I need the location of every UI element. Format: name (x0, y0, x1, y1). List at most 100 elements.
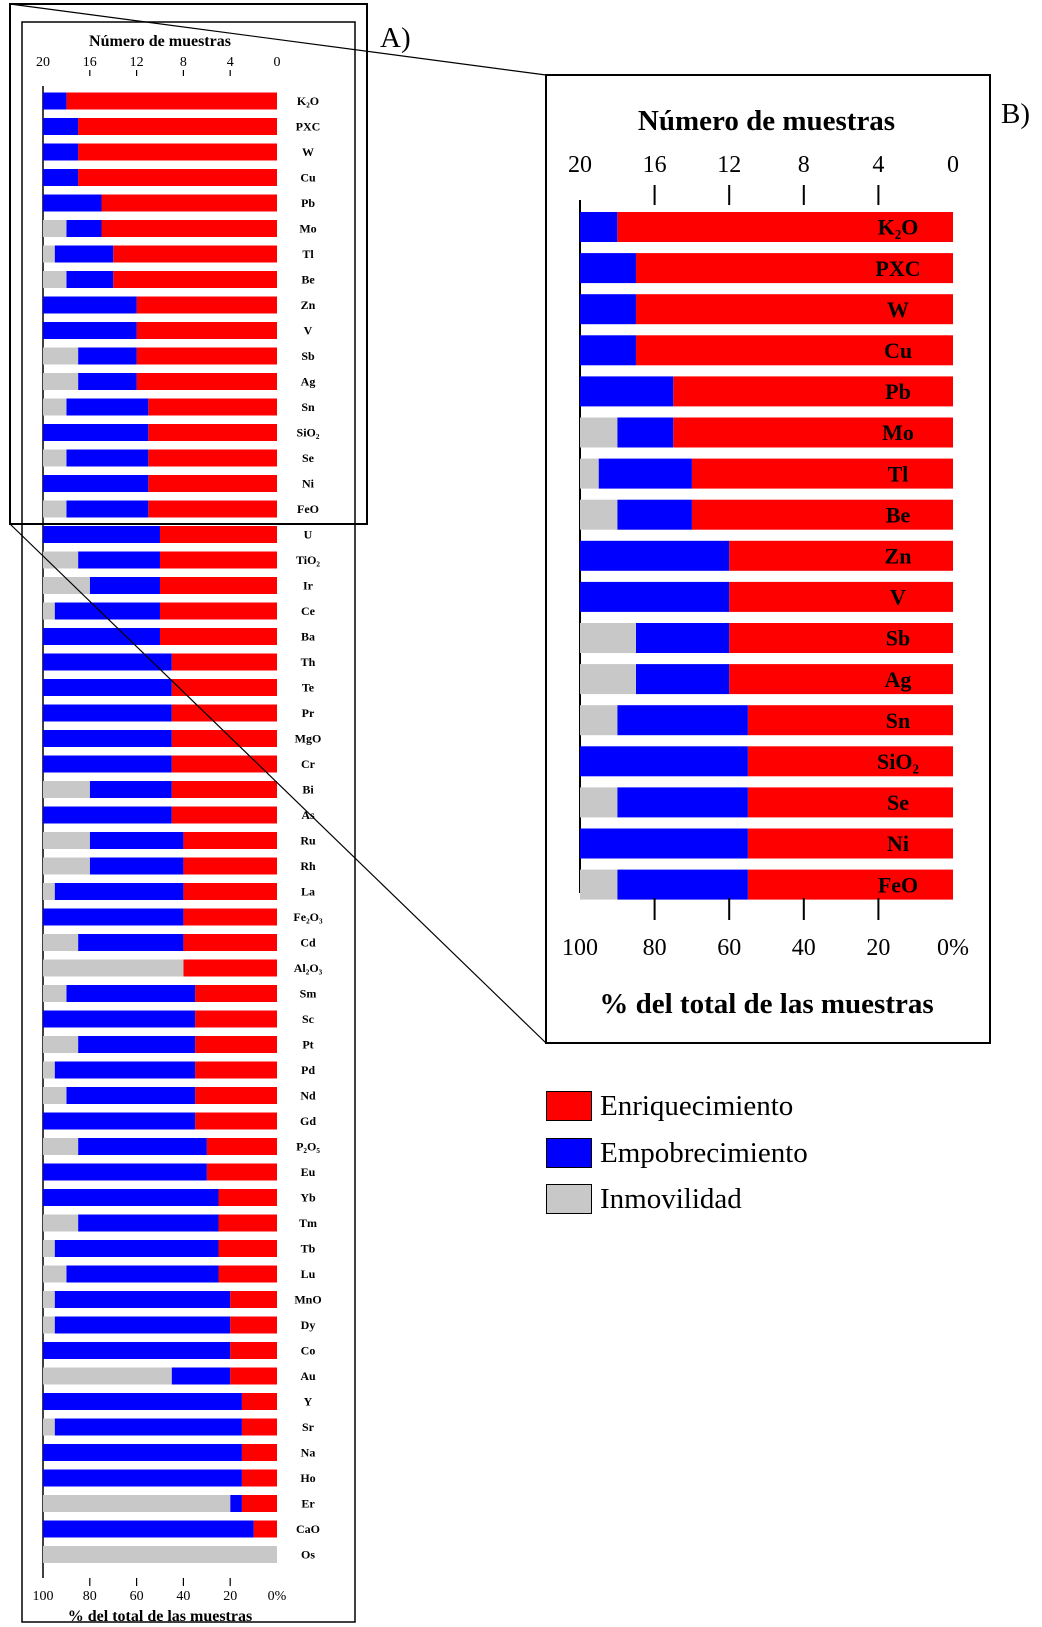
panel-a-top-tick-4: 4 (227, 55, 234, 70)
panel-a-bar-empobrecimiento-ru (89, 832, 184, 849)
panel-a-bar-enriquecimiento-co (230, 1342, 277, 1359)
panel-a-category-label-lu: Lu (301, 1267, 316, 1281)
panel-a-bar-empobrecimiento-ag (78, 373, 137, 390)
panel-a-category-label-mno: MnO (294, 1293, 321, 1307)
panel-b-top-axis-title: Número de muestras (638, 105, 895, 137)
panel-a-category-label-te: Te (302, 681, 315, 695)
panel-b-bar-enriquecimiento-pb (673, 376, 953, 407)
panel-a-bar-empobrecimiento-er (230, 1495, 242, 1512)
panel-a-bar-enriquecimiento-tb (218, 1240, 277, 1257)
panel-a-bar-enriquecimiento-yb (218, 1189, 277, 1206)
panel-b-bar-enriquecimiento-ag (729, 664, 953, 695)
panel-a-bar-enriquecimiento-gd (195, 1112, 277, 1130)
panel-a-bar-empobrecimiento-sm (66, 985, 196, 1002)
panel-a-bar-enriquecimiento-tl (113, 245, 277, 263)
legend-item-inmovilidad: Inmovilidad (546, 1182, 742, 1216)
panel-b-bar-enriquecimiento-feo (747, 869, 953, 900)
panel-b-bottom-tick-100: 100 (562, 935, 598, 961)
panel-a-bar-empobrecimiento-cd (78, 934, 184, 951)
panel-a-category-label-cu: Cu (300, 171, 316, 185)
panel-a-bar-inmovilidad-feo (43, 500, 67, 518)
panel-a-bar-empobrecimiento-nd (66, 1087, 196, 1104)
panel-a-category-label-mgo: MgO (295, 732, 322, 746)
panel-a-category-label-pb: Pb (301, 196, 315, 210)
panel-a-category-label-u: U (304, 528, 313, 542)
panel-b-category-label-w: W (887, 297, 909, 322)
panel-b-bar-inmovilidad-mo (580, 417, 618, 448)
panel-a-bar-inmovilidad-rh (43, 857, 90, 875)
panel-b-bottom-tick-40: 40 (792, 935, 816, 961)
panel-a-category-label-sn: Sn (301, 400, 315, 414)
panel-a-bar-inmovilidad-p2o5 (43, 1138, 79, 1155)
zoom-box (9, 3, 368, 525)
panel-a-bar-empobrecimiento-zn (43, 296, 137, 314)
panel-a-bar-inmovilidad-sm (43, 985, 67, 1002)
panel-a-bar-enriquecimiento-cao (253, 1520, 277, 1538)
panel-a-bar-empobrecimiento-pr (43, 704, 172, 722)
panel-a-label: A) (380, 22, 411, 54)
panel-a-bar-inmovilidad-bi (43, 781, 90, 798)
panel-a-bar-empobrecimiento-y (43, 1393, 242, 1410)
panel-b-bottom-axis-title: % del total de las muestras (599, 988, 933, 1020)
panel-a-bar-empobrecimiento-mno (54, 1291, 231, 1308)
panel-b-category-label-pb: Pb (885, 379, 911, 404)
panel-a-bar-empobrecimiento-tb (54, 1240, 219, 1257)
panel-b-bar-inmovilidad-be (580, 499, 618, 530)
panel-b-bar-enriquecimiento-sn (747, 705, 953, 736)
panel-a-bar-enriquecimiento-ba (160, 628, 277, 645)
panel-a-bar-enriquecimiento-y (241, 1393, 277, 1410)
panel-a-bar-enriquecimiento-tio2 (160, 551, 277, 569)
panel-a-category-label-ba: Ba (301, 630, 315, 644)
zoom-line-bottom (9, 523, 547, 1044)
panel-a-category-label-w: W (302, 145, 314, 159)
panel-a-bar-inmovilidad-pd (43, 1061, 55, 1079)
panel-a-bar-inmovilidad-sn (43, 398, 67, 416)
panel-b-frame (545, 74, 991, 1044)
panel-a-category-label-pxc: PXC (296, 120, 321, 134)
zoom-line-top (9, 3, 547, 76)
panel-b-category-label-mo: Mo (882, 420, 914, 445)
panel-a-category-label-rh: Rh (300, 859, 316, 873)
panel-a-bar-enriquecimiento-sr (241, 1418, 277, 1436)
panel-b-bar-empobrecimiento-v (580, 581, 730, 612)
panel-a-bar-inmovilidad-ce (43, 602, 55, 620)
panel-a-bar-enriquecimiento-tm (218, 1214, 277, 1232)
panel-a-bar-enriquecimiento-eu (206, 1163, 277, 1181)
panel-a-bar-enriquecimiento-be (113, 271, 277, 288)
panel-a-bar-inmovilidad-sr (43, 1418, 55, 1436)
panel-b-bar-inmovilidad-tl (580, 458, 599, 489)
panel-a-bar-enriquecimiento-se (148, 449, 277, 467)
panel-a-bar-empobrecimiento-sc (43, 1010, 196, 1028)
panel-b-bar-enriquecimiento-v (729, 581, 953, 612)
panel-a-bar-enriquecimiento-cd (183, 934, 277, 951)
panel-b-bar-empobrecimiento-sio2 (580, 746, 748, 777)
panel-a-bar-enriquecimiento-cr (171, 755, 277, 773)
panel-b-bar-empobrecimiento-k2o (580, 212, 618, 242)
panel-a-category-label-fe2o3: Fe₂O₃ (293, 910, 323, 924)
panel-a-bar-inmovilidad-mo (43, 220, 67, 237)
panel-a-bar-enriquecimiento-sb (136, 347, 277, 365)
panel-b-bar-empobrecimiento-sb (635, 623, 730, 653)
panel-a-bar-enriquecimiento-feo (148, 500, 277, 518)
panel-a-bar-inmovilidad-tio2 (43, 551, 79, 569)
panel-a-top-tick-12: 12 (130, 55, 144, 70)
panel-b-category-label-pxc: PXC (875, 256, 920, 281)
panel-a-bar-empobrecimiento-sb (78, 347, 137, 365)
panel-a-bar-inmovilidad-cd (43, 934, 79, 951)
panel-a-category-label-cd: Cd (300, 936, 316, 950)
panel-a-frame (21, 21, 356, 1623)
panel-b-bar-empobrecimiento-cu (580, 335, 636, 366)
panel-b-bar-empobrecimiento-mo (617, 417, 674, 448)
panel-a-bar-empobrecimiento-cao (43, 1520, 254, 1538)
panel-b-bar-empobrecimiento-zn (580, 540, 730, 571)
panel-b-bar-empobrecimiento-be (617, 499, 692, 530)
panel-a-bar-enriquecimiento-er (241, 1495, 277, 1512)
panel-a-bar-enriquecimiento-ru (183, 832, 277, 849)
panel-a-bar-empobrecimiento-mgo (43, 730, 172, 747)
panel-a-category-label-yb: Yb (300, 1191, 316, 1205)
panel-a-category-label-th: Th (301, 655, 316, 669)
panel-a-bar-inmovilidad-lu (43, 1265, 67, 1283)
panel-b-label: B) (1001, 98, 1030, 130)
panel-a-bottom-axis-title: % del total de las muestras (68, 1608, 252, 1625)
